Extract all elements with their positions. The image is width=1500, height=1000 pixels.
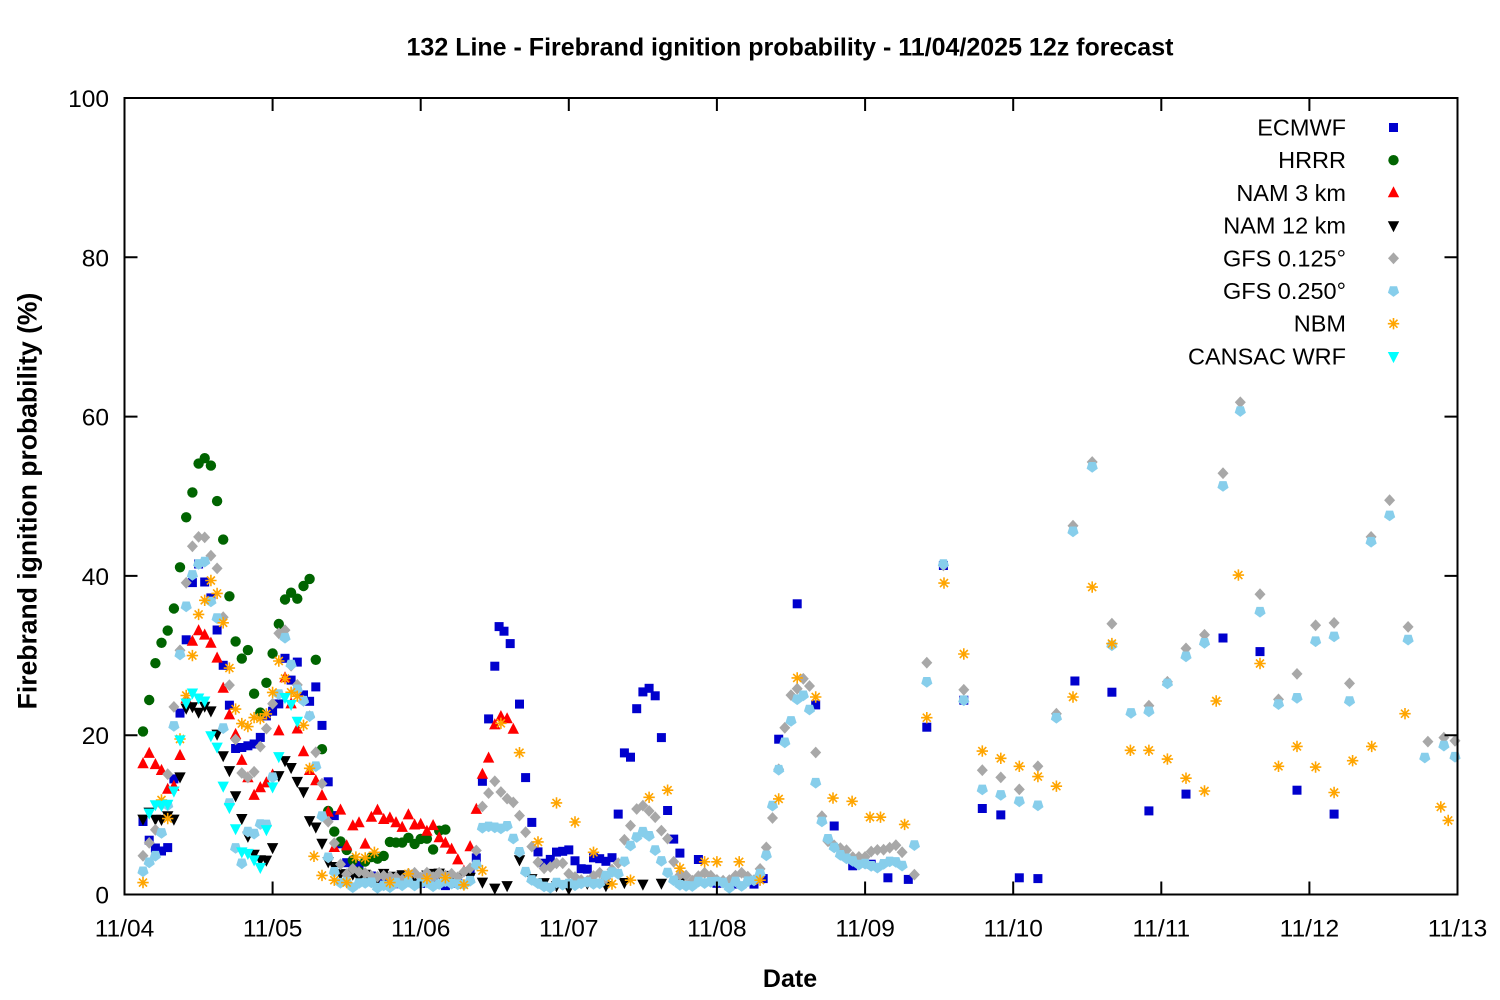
svg-text:Firebrand ignition probability: Firebrand ignition probability (%) bbox=[13, 293, 43, 710]
svg-text:20: 20 bbox=[82, 723, 109, 750]
svg-text:NAM 12 km: NAM 12 km bbox=[1223, 213, 1346, 239]
svg-text:NBM: NBM bbox=[1294, 311, 1346, 337]
svg-text:11/07: 11/07 bbox=[539, 916, 599, 943]
svg-text:132 Line - Firebrand ignition: 132 Line - Firebrand ignition probabilit… bbox=[407, 34, 1175, 62]
svg-text:GFS 0.250°: GFS 0.250° bbox=[1223, 278, 1346, 304]
svg-text:0: 0 bbox=[95, 883, 109, 910]
svg-text:60: 60 bbox=[82, 405, 109, 432]
svg-text:11/12: 11/12 bbox=[1280, 916, 1340, 943]
svg-text:11/06: 11/06 bbox=[391, 916, 451, 943]
svg-text:40: 40 bbox=[82, 564, 109, 591]
svg-text:11/09: 11/09 bbox=[835, 916, 895, 943]
svg-text:ECMWF: ECMWF bbox=[1257, 115, 1346, 141]
svg-text:NAM 3 km: NAM 3 km bbox=[1236, 180, 1346, 206]
svg-text:80: 80 bbox=[82, 245, 109, 272]
svg-text:11/13: 11/13 bbox=[1428, 916, 1488, 943]
svg-text:100: 100 bbox=[68, 86, 109, 113]
svg-text:CANSAC WRF: CANSAC WRF bbox=[1188, 343, 1346, 369]
svg-text:GFS 0.125°: GFS 0.125° bbox=[1223, 245, 1346, 271]
svg-text:Date: Date bbox=[763, 965, 817, 993]
svg-text:11/04: 11/04 bbox=[95, 916, 155, 943]
svg-text:11/05: 11/05 bbox=[243, 916, 303, 943]
svg-text:11/08: 11/08 bbox=[687, 916, 747, 943]
svg-text:11/10: 11/10 bbox=[983, 916, 1043, 943]
svg-text:HRRR: HRRR bbox=[1278, 147, 1346, 173]
svg-text:11/11: 11/11 bbox=[1132, 916, 1190, 943]
